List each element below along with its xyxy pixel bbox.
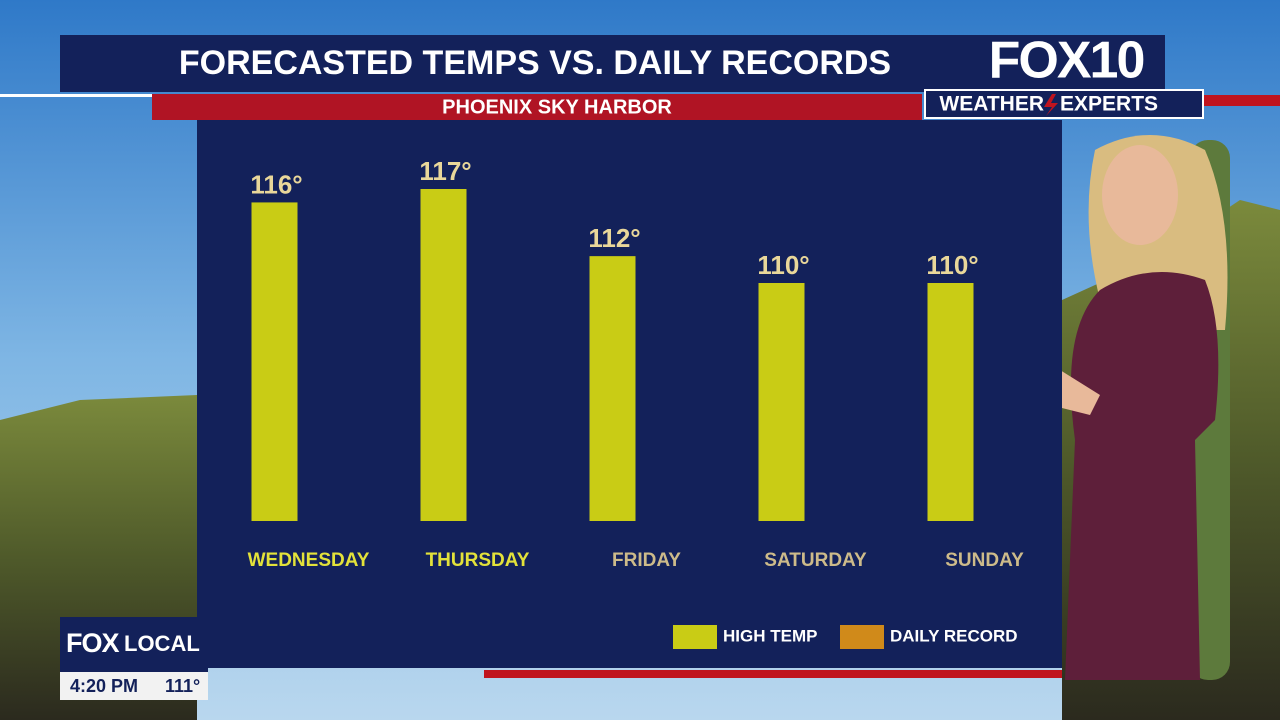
logo-bolt: [1044, 94, 1058, 116]
value-label: 110°: [757, 250, 809, 280]
bar: [758, 283, 805, 521]
bar: [420, 189, 467, 521]
bug-box: [60, 617, 208, 672]
logo-left: WEATHER: [939, 93, 1044, 116]
x-tick-label: SATURDAY: [764, 550, 867, 571]
bug-time: 4:20 PM: [70, 676, 138, 696]
legend-swatch: [840, 625, 884, 649]
bug-right: LOCAL: [124, 631, 200, 656]
accent-line-red: [1203, 95, 1280, 106]
chart-subtitle: PHOENIX SKY HARBOR: [442, 96, 672, 118]
bar: [589, 256, 636, 521]
value-label: 112°: [588, 223, 640, 253]
title-bar: [60, 35, 1165, 92]
x-tick-label: WEDNESDAY: [248, 550, 370, 571]
legend-label: HIGH TEMP: [723, 626, 817, 645]
accent-line: [0, 94, 152, 97]
subtitle-bar: [152, 94, 922, 120]
value-label: 117°: [419, 156, 471, 186]
presenter-face: [1102, 145, 1178, 245]
bar: [251, 202, 298, 521]
bug-strip: [60, 672, 208, 700]
x-tick-label: THURSDAY: [426, 550, 530, 571]
value-label: 110°: [926, 250, 978, 280]
accent-bar: [484, 670, 1062, 678]
chart-title: FORECASTED TEMPS VS. DAILY RECORDS: [179, 44, 891, 82]
legend-swatch: [673, 625, 717, 649]
bug-temp: 111°: [165, 676, 200, 696]
bug-left: FOX: [66, 628, 119, 658]
x-tick-label: FRIDAY: [612, 550, 681, 571]
bar: [927, 283, 974, 521]
value-label: 116°: [250, 169, 302, 199]
x-tick-label: SUNDAY: [945, 550, 1024, 571]
presenter-dress: [1065, 272, 1219, 680]
legend-label: DAILY RECORD: [890, 626, 1018, 645]
logo-box: [924, 89, 1204, 119]
logo-right: EXPERTS: [1060, 93, 1158, 116]
logo: FOX10: [989, 32, 1144, 90]
